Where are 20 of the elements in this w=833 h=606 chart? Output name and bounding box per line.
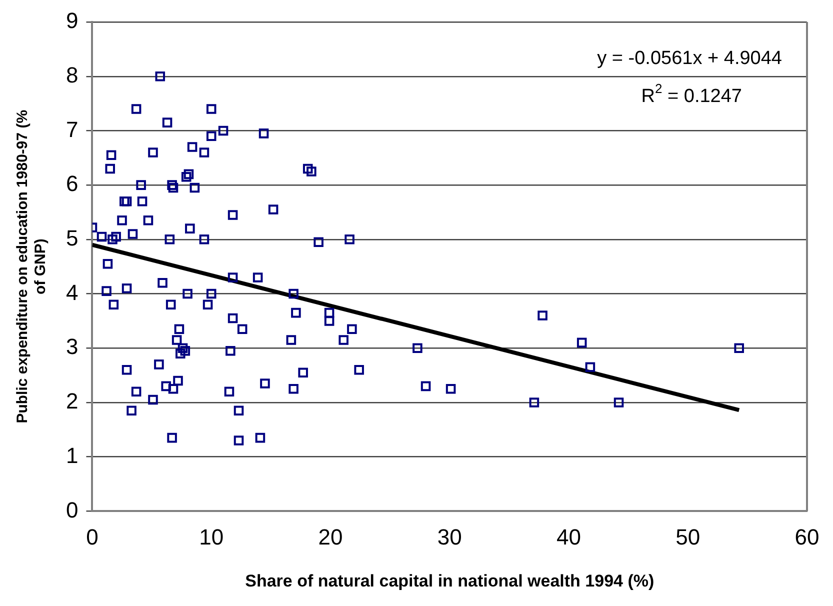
x-tick-label: 10: [199, 524, 224, 550]
y-tick-label: 2: [66, 388, 78, 414]
x-tick-label: 40: [556, 524, 581, 550]
y-tick-label: 6: [66, 171, 78, 196]
x-tick-label: 30: [437, 524, 462, 550]
y-tick-label: 1: [66, 442, 78, 468]
x-tick-label: 60: [794, 524, 820, 550]
x-axis-title: Share of natural capital in national wealth 1994 (%): [245, 571, 654, 590]
x-tick-label: 50: [676, 524, 700, 550]
y-tick-label: 3: [66, 334, 78, 360]
y-axis-title: Public expenditure on education 1980-97 (% of GNP): [14, 110, 50, 424]
y-tick-label: 0: [66, 497, 78, 522]
x-tick-label: 20: [318, 524, 343, 550]
y-tick-label: 5: [66, 225, 78, 250]
y-tick-label: 9: [66, 8, 78, 34]
x-tick-label: 0: [86, 524, 98, 550]
y-tick-label: 4: [66, 280, 78, 305]
y-tick-label: 8: [66, 62, 78, 88]
annotation: y = -0.0561x + 4.9044: [597, 48, 782, 69]
y-tick-label: 7: [66, 116, 78, 142]
